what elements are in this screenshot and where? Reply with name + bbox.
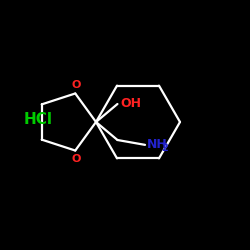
Text: O: O xyxy=(72,154,81,164)
Text: O: O xyxy=(72,80,81,90)
Text: HCl: HCl xyxy=(24,112,52,128)
Text: 2: 2 xyxy=(161,143,168,153)
Text: OH: OH xyxy=(120,96,142,110)
Text: NH: NH xyxy=(147,138,168,151)
